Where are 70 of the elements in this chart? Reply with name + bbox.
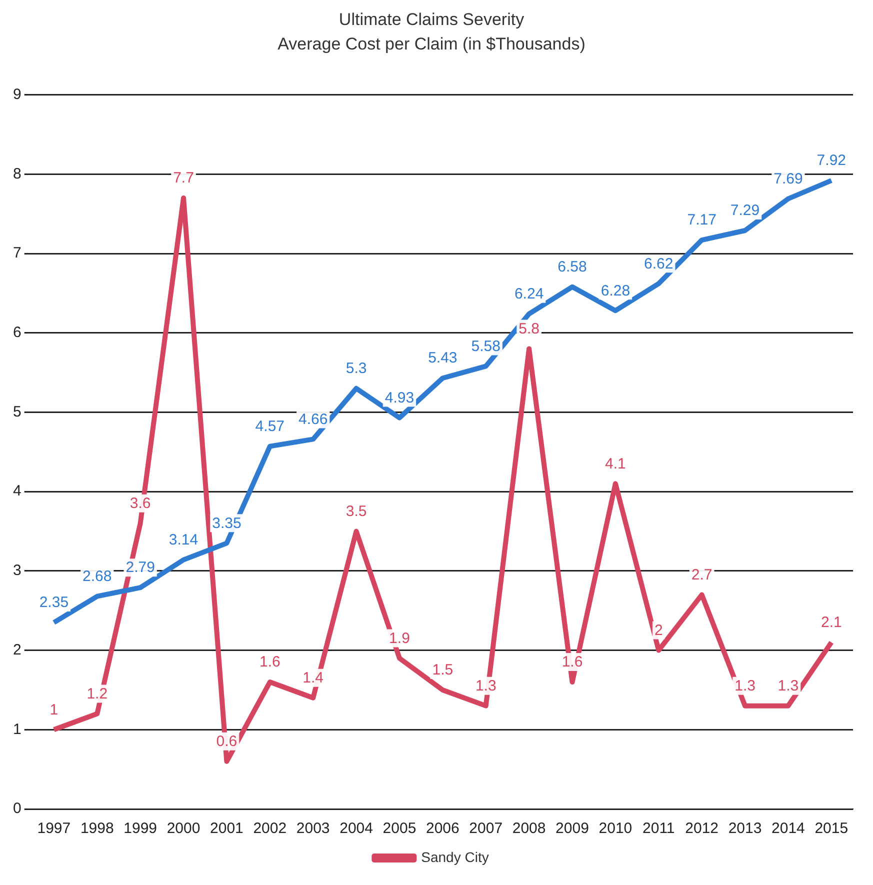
x-tick-label: 2001 (210, 820, 244, 838)
data-label: 3.6 (130, 494, 151, 512)
data-label: 3.14 (168, 531, 198, 548)
x-tick-label: 2008 (512, 820, 546, 838)
data-label: 4.93 (384, 389, 414, 406)
legend-label: Sandy City (421, 848, 489, 865)
data-label: 4.66 (298, 410, 328, 428)
y-tick-label: 1 (13, 720, 22, 738)
data-label: 1.9 (389, 630, 410, 647)
chart-subtitle: Average Cost per Claim (in $Thousands) (278, 34, 586, 54)
y-tick-label: 8 (13, 165, 22, 182)
data-label: 7.69 (774, 170, 803, 188)
data-label: 6.62 (644, 255, 674, 272)
data-label: 4.1 (605, 455, 626, 472)
x-tick-label: 2009 (556, 820, 589, 838)
data-label: 2.79 (126, 559, 155, 576)
x-tick-label: 2014 (772, 820, 805, 838)
data-label: 1.3 (734, 677, 756, 694)
data-label: 2 (654, 622, 663, 639)
data-label: 1.6 (562, 654, 583, 671)
x-tick-label: 2005 (382, 820, 416, 838)
data-label: 1 (50, 701, 58, 718)
y-tick-label: 0 (13, 800, 22, 818)
data-label: 2.7 (691, 566, 712, 584)
x-tick-label: 2011 (642, 820, 675, 838)
y-tick-label: 9 (13, 86, 22, 103)
data-label: 5.43 (428, 350, 458, 367)
x-tick-label: 2012 (685, 820, 719, 838)
x-tick-label: 2002 (253, 820, 287, 838)
data-label: 6.24 (514, 285, 544, 302)
data-label: 4.57 (255, 418, 285, 435)
data-label: 5.58 (471, 338, 500, 355)
data-label: 1.6 (259, 654, 280, 671)
x-tick-label: 1997 (37, 820, 71, 838)
x-tick-label: 2010 (598, 820, 632, 838)
data-label: 3.5 (346, 502, 367, 520)
x-tick-label: 1999 (124, 820, 158, 838)
data-label: 1.2 (86, 685, 108, 702)
data-label: 0.6 (216, 733, 238, 750)
x-tick-label: 2004 (340, 820, 373, 838)
data-label: 2.35 (39, 594, 69, 612)
data-label: 7.7 (173, 170, 194, 187)
data-label: 3.35 (212, 514, 242, 532)
chart-title: Ultimate Claims Severity (338, 10, 525, 29)
data-label: 1.4 (302, 670, 324, 687)
x-tick-label: 2003 (296, 820, 330, 838)
data-label: 6.28 (600, 282, 630, 300)
y-tick-label: 5 (13, 403, 22, 420)
x-tick-label: 2015 (814, 820, 848, 838)
data-label: 2.68 (82, 568, 112, 585)
data-label: 6.58 (558, 258, 587, 276)
data-label: 5.3 (346, 360, 367, 378)
data-label: 7.92 (816, 152, 846, 170)
y-tick-label: 7 (13, 244, 22, 262)
data-label: 5.8 (518, 320, 540, 338)
y-tick-label: 3 (13, 562, 22, 580)
data-label: 1.5 (432, 662, 454, 679)
x-tick-label: 2013 (728, 820, 762, 838)
data-label: 1.3 (475, 677, 496, 694)
y-tick-label: 2 (13, 641, 22, 658)
data-label: 7.17 (687, 212, 716, 229)
x-tick-label: 1998 (80, 820, 114, 838)
y-tick-label: 6 (13, 324, 22, 342)
y-tick-label: 4 (13, 482, 22, 500)
x-tick-label: 2007 (469, 820, 503, 838)
data-label: 7.29 (730, 202, 760, 220)
x-tick-label: 2006 (426, 820, 460, 838)
data-label: 1.3 (778, 677, 799, 694)
x-tick-label: 2000 (166, 820, 200, 838)
data-label: 2.1 (820, 614, 842, 631)
